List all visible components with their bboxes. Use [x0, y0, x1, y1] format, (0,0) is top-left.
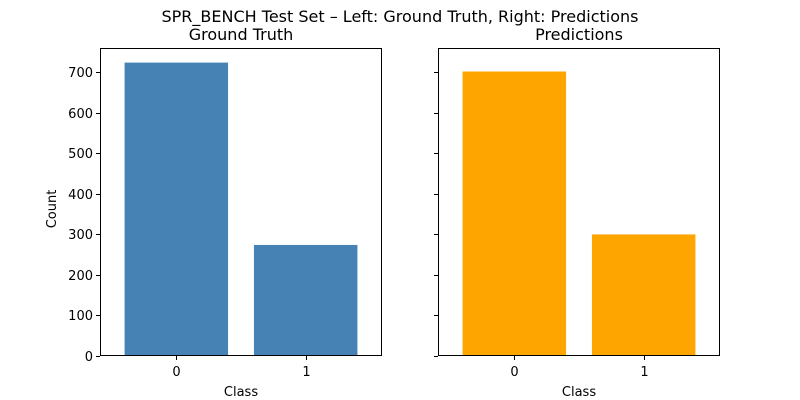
ground-truth-ytick-label: 400: [68, 188, 93, 203]
ground-truth-ylabel: Count: [45, 190, 60, 229]
predictions-xtick-label: 1: [640, 365, 648, 380]
ground-truth-panel: Ground Truth Class Count 0 100 200 300 400 50…: [45, 25, 382, 400]
figure-suptitle: SPR_BENCH Test Set – Left: Ground Truth,…: [162, 7, 639, 27]
predictions-bar-class-1: [591, 234, 696, 356]
ground-truth-axes-frame: [100, 48, 382, 356]
ground-truth-xtick-label: 1: [302, 365, 310, 380]
predictions-xlabel: Class: [562, 385, 596, 400]
ground-truth-ytick-label: 0: [85, 350, 93, 365]
ground-truth-bar-class-0: [124, 62, 229, 356]
ground-truth-ytick-label: 500: [68, 147, 93, 162]
predictions-panel: Predictions Class 0 1: [434, 25, 720, 400]
predictions-title: Predictions: [535, 25, 623, 44]
ground-truth-ytick-label: 700: [68, 66, 93, 81]
ground-truth-ytick-label: 300: [68, 228, 93, 243]
predictions-bar-class-0: [462, 71, 567, 357]
ground-truth-ytick-label: 100: [68, 309, 93, 324]
predictions-axes-frame: [438, 48, 720, 356]
ground-truth-ytick-label: 200: [68, 269, 93, 284]
ground-truth-xtick-label: 0: [172, 365, 180, 380]
ground-truth-xlabel: Class: [224, 385, 258, 400]
predictions-xtick-label: 0: [510, 365, 518, 380]
ground-truth-bar-class-1: [253, 244, 358, 356]
ground-truth-ytick-label: 600: [68, 107, 93, 122]
ground-truth-title: Ground Truth: [189, 25, 294, 44]
